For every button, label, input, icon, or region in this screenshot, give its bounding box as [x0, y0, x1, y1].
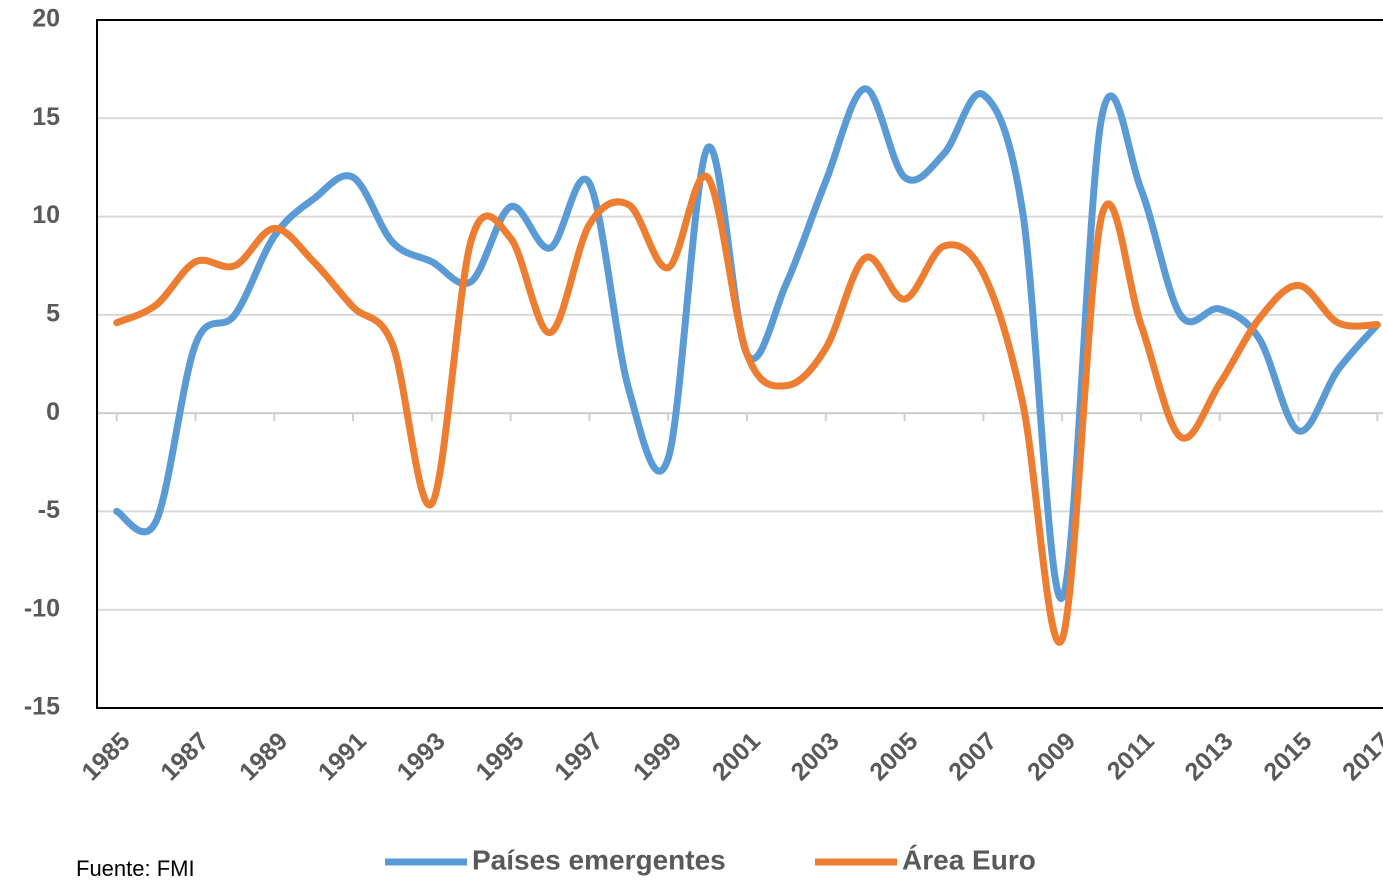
y-tick-label: 10 [32, 201, 60, 229]
x-tick-label: 2005 [864, 727, 923, 786]
x-tick-label: 1985 [76, 727, 135, 786]
y-tick-label: -10 [24, 594, 60, 622]
x-tick-label: 2015 [1258, 727, 1317, 786]
y-tick-label: 5 [46, 299, 60, 327]
x-tick-label: 1993 [392, 727, 451, 786]
x-tick-label: 1991 [313, 727, 372, 786]
x-tick-label: 2011 [1102, 727, 1160, 785]
plot-frame [96, 19, 1383, 709]
x-tick-label: 2001 [707, 727, 766, 786]
x-tick-label: 2007 [943, 727, 1002, 786]
y-tick-label: 0 [46, 398, 60, 426]
y-tick-label: 15 [32, 103, 60, 131]
x-tick-label: 2003 [786, 727, 845, 786]
series-line [113, 85, 1381, 602]
x-tick-label: 1997 [549, 727, 608, 786]
y-tick-label: -5 [38, 496, 60, 524]
x-tick-label: 1999 [628, 727, 687, 786]
x-tick-label: 1989 [234, 727, 293, 786]
x-tick-label: 2009 [1022, 727, 1081, 786]
series-line [113, 172, 1381, 646]
source-note: Fuente: FMI [76, 856, 195, 881]
x-tick-label: 1987 [155, 727, 214, 786]
y-tick-label: 20 [32, 5, 60, 33]
x-tick-label: 1995 [470, 727, 529, 786]
x-tick-label: 2013 [1180, 727, 1239, 786]
y-tick-label: -15 [24, 693, 60, 721]
x-tick-label: 2017 [1337, 727, 1383, 786]
legend-label: Países emergentes [472, 844, 726, 875]
legend-label: Área Euro [902, 844, 1036, 875]
